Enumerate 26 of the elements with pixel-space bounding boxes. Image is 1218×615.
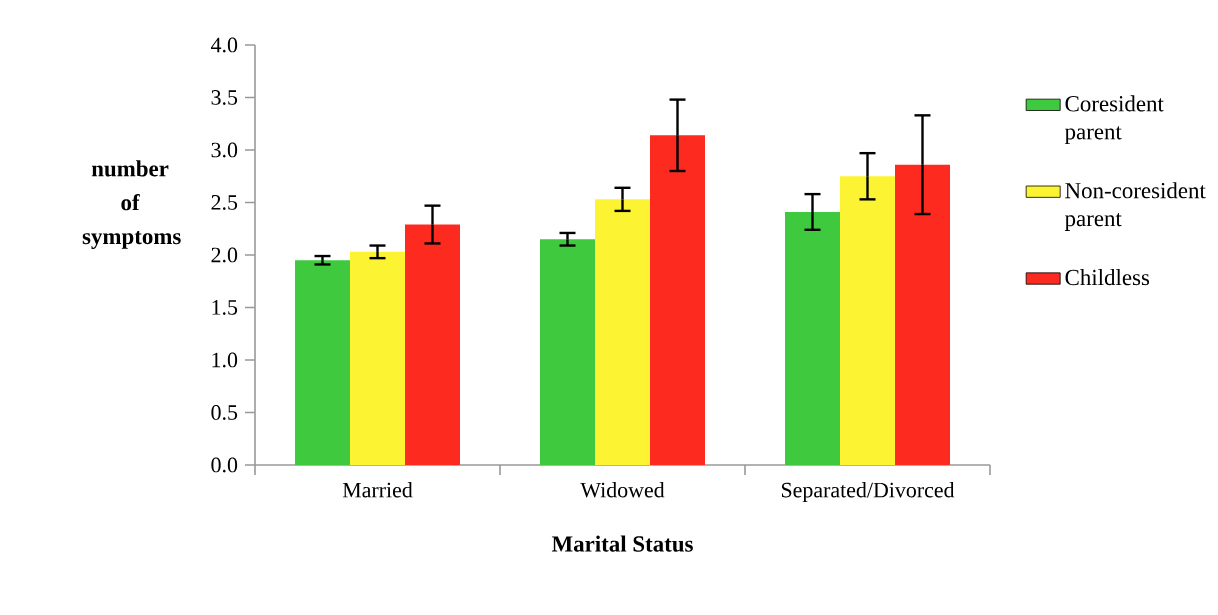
y-tick-label: 0.5 [211, 405, 238, 420]
y-tick-label: 2.5 [211, 195, 238, 210]
legend-label: Childless [1065, 269, 1150, 286]
bar [595, 199, 650, 465]
bar [540, 239, 595, 465]
x-tick-label: Married [342, 482, 413, 498]
x-tick-label: Separated/Divorced [781, 482, 955, 502]
y-axis-title: number of symptoms [82, 160, 181, 249]
x-axis-title: Marital Status [551, 535, 693, 552]
bar [350, 251, 405, 465]
y-tick-label: 3.0 [211, 142, 238, 158]
x-tick-label: Widowed [580, 482, 665, 498]
bar [785, 211, 840, 465]
y-tick-label: 3.5 [211, 90, 238, 105]
legend-label: Coresident parent [1064, 95, 1164, 145]
y-tick-label: 0.0 [211, 457, 238, 473]
bar [840, 176, 895, 465]
y-tick-label: 2.0 [211, 247, 238, 263]
legend-label: Non-coresident parent [1064, 182, 1206, 231]
bar [895, 164, 951, 465]
bar [650, 135, 705, 465]
y-tick-label: 1.5 [212, 300, 238, 315]
bar [295, 260, 350, 465]
bar [405, 224, 460, 465]
y-tick-label: 1.0 [212, 352, 238, 368]
y-tick-label: 4.0 [211, 37, 238, 53]
